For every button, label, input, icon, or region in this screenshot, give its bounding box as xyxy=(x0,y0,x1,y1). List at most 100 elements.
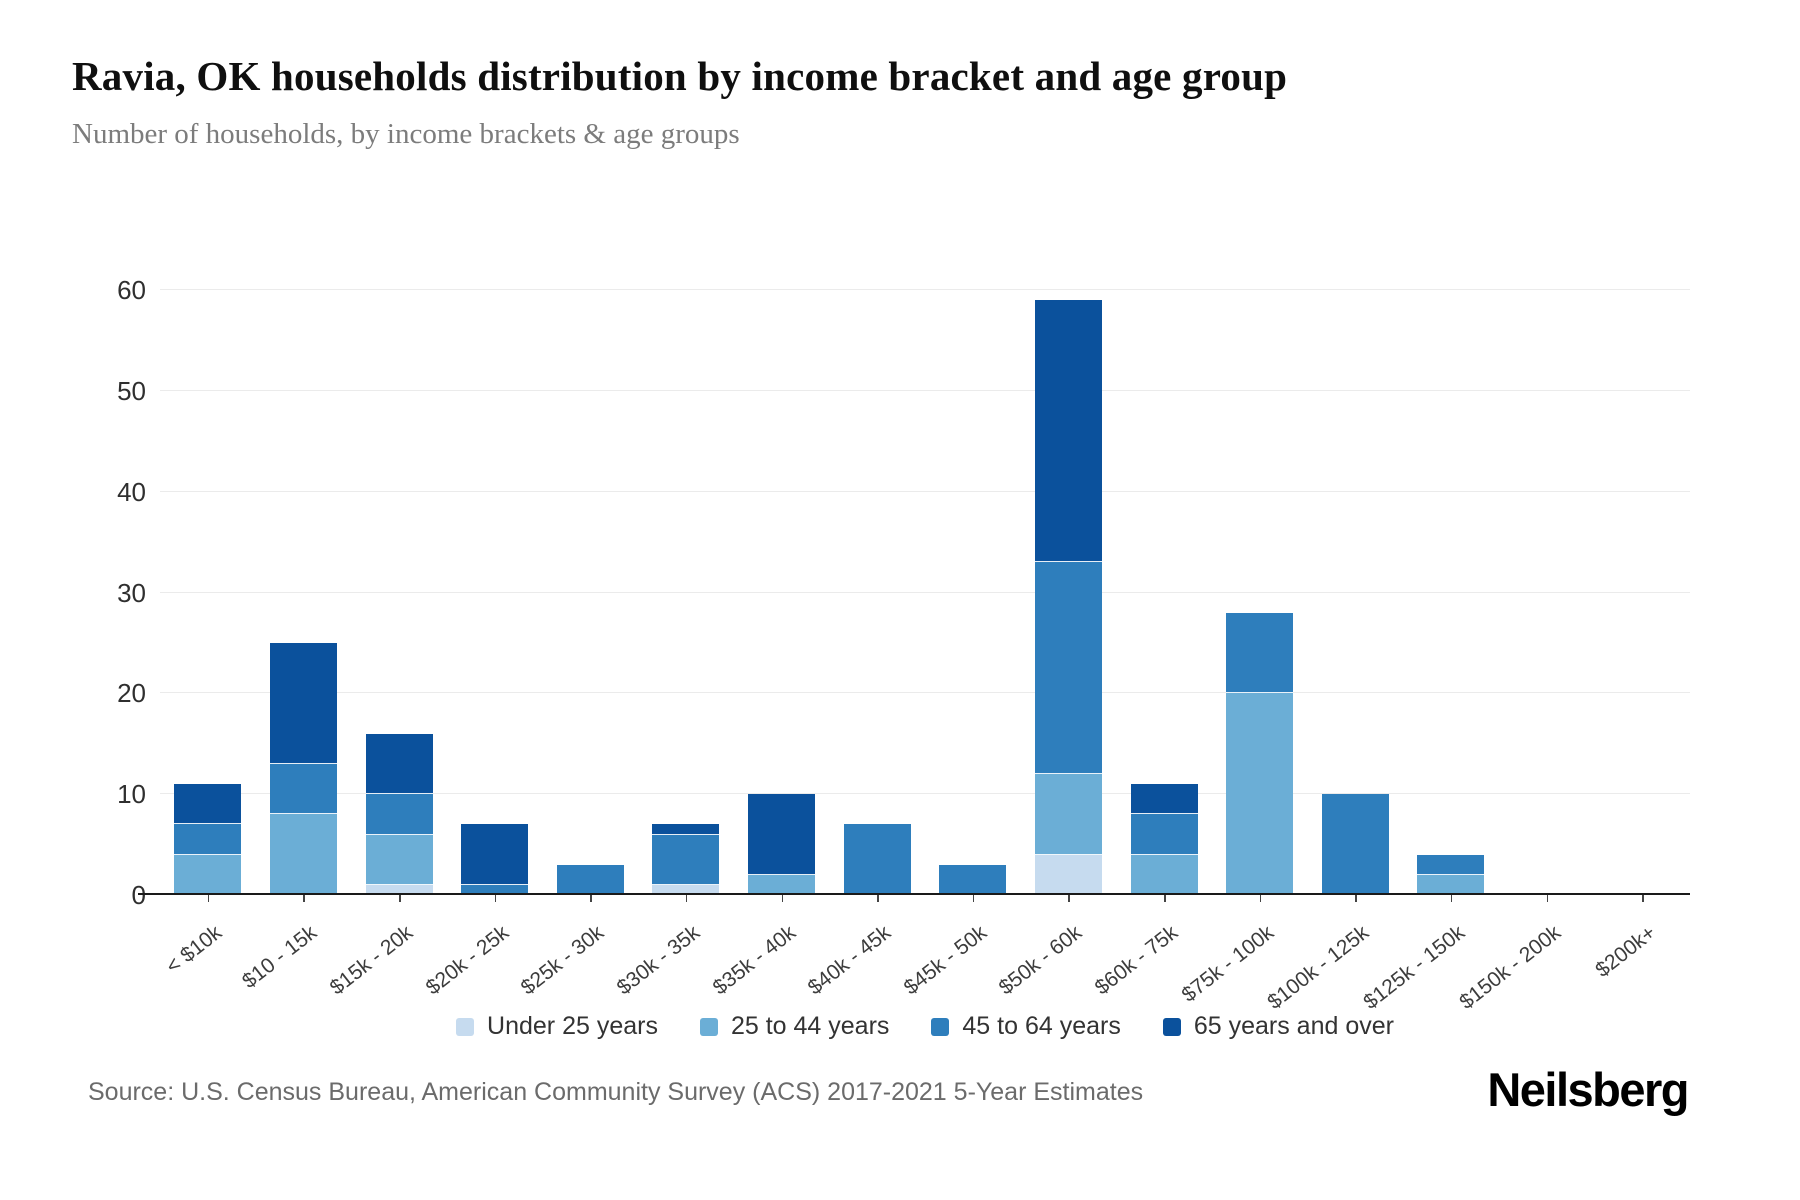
x-tick xyxy=(303,895,305,902)
segment-45 to 64 years[interactable] xyxy=(1034,562,1102,774)
x-tick-label-$100k - 125k: $100k - 125k xyxy=(1263,921,1374,1014)
segment-45 to 64 years[interactable] xyxy=(461,884,529,895)
segment-45 to 64 years[interactable] xyxy=(269,763,337,815)
legend-swatch xyxy=(931,1017,950,1036)
x-tick-label-$35k - 40k: $35k - 40k xyxy=(708,921,800,1000)
legend-swatch xyxy=(699,1017,718,1036)
bar-$45k - 50k[interactable] xyxy=(925,290,1021,895)
gridline-20 xyxy=(160,692,1690,694)
bar-$40k - 45k[interactable] xyxy=(829,290,925,895)
x-tick-label-$45k - 50k: $45k - 50k xyxy=(899,921,991,1000)
segment-25 to 44 years[interactable] xyxy=(748,874,816,895)
bar-$200k+[interactable] xyxy=(1594,290,1690,895)
legend-label: 45 to 64 years xyxy=(962,1012,1121,1040)
segment-Under 25 years[interactable] xyxy=(1034,854,1102,895)
x-tick-label-$200k+: $200k+ xyxy=(1591,921,1661,982)
segment-45 to 64 years[interactable] xyxy=(843,824,911,895)
x-axis-labels: < $10k $10 - 15k $15k - 20k $20k - 25k $25k … xyxy=(160,907,1690,1027)
bar-$50k - 60k[interactable] xyxy=(1021,290,1117,895)
bar-$35k - 40k[interactable] xyxy=(734,290,830,895)
x-axis-ticks xyxy=(160,895,1690,903)
segment-25 to 44 years[interactable] xyxy=(269,814,337,895)
x-tick-label-$125k - 150k: $125k - 150k xyxy=(1359,921,1470,1014)
legend-swatch xyxy=(456,1017,475,1036)
segment-45 to 64 years[interactable] xyxy=(556,864,624,895)
legend-label: 25 to 44 years xyxy=(730,1012,890,1040)
segment-65 years and over[interactable] xyxy=(652,824,720,835)
x-tick xyxy=(1355,895,1357,902)
segment-25 to 44 years[interactable] xyxy=(174,854,242,895)
segment-Under 25 years[interactable] xyxy=(652,884,720,895)
gridline-50 xyxy=(160,389,1690,391)
legend-swatch xyxy=(1162,1017,1181,1036)
bar-$30k - 35k[interactable] xyxy=(638,290,734,895)
gridline-60 xyxy=(160,289,1690,290)
segment-65 years and over[interactable] xyxy=(461,824,529,885)
legend-label: Under 25 years xyxy=(487,1012,658,1040)
legend-label: 65 years and over xyxy=(1193,1012,1394,1040)
y-tick-label-20: 20 xyxy=(117,678,146,709)
bar-$100k - 125k[interactable] xyxy=(1308,290,1404,895)
x-tick-label-$60k - 75k: $60k - 75k xyxy=(1090,921,1183,1000)
legend-item-25 to 44 years[interactable]: 25 to 44 years xyxy=(699,1012,890,1041)
segment-45 to 64 years[interactable] xyxy=(174,824,242,855)
x-tick xyxy=(685,895,688,902)
legend-item-45 to 64 years[interactable]: 45 to 64 years xyxy=(931,1012,1121,1041)
x-tick-label-< $10k: < $10k xyxy=(161,921,226,979)
bar-$125k - 150k[interactable] xyxy=(1403,290,1499,895)
segment-65 years and over[interactable] xyxy=(174,784,242,825)
x-tick xyxy=(1642,895,1644,902)
x-tick xyxy=(494,895,497,902)
bar-$150k - 200k[interactable] xyxy=(1499,290,1595,895)
y-tick-label-50: 50 xyxy=(117,375,146,406)
segment-65 years and over[interactable] xyxy=(365,733,433,795)
chart-subtitle: Number of households, by income brackets… xyxy=(72,118,740,150)
segment-65 years and over[interactable] xyxy=(269,642,337,764)
segment-25 to 44 years[interactable] xyxy=(1417,874,1485,895)
chart-title: Ravia, OK households distribution by inc… xyxy=(72,53,1288,99)
y-tick-label-10: 10 xyxy=(117,779,146,810)
legend-item-65 years and over[interactable]: 65 years and over xyxy=(1162,1012,1394,1041)
neilsberg-logo: Neilsberg xyxy=(1487,1063,1689,1116)
legend-item-Under 25 years[interactable]: Under 25 years xyxy=(456,1012,658,1041)
x-tick-label-$10 - 15k: $10 - 15k xyxy=(238,921,322,994)
bar-$10 - 15k[interactable] xyxy=(256,290,352,895)
legend: Under 25 years 25 to 44 years 45 to 64 yea… xyxy=(160,1012,1690,1041)
segment-45 to 64 years[interactable] xyxy=(939,864,1007,895)
segment-25 to 44 years[interactable] xyxy=(365,834,433,885)
bar-$15k - 20k[interactable] xyxy=(351,290,447,895)
y-tick-label-30: 30 xyxy=(117,577,146,608)
bar-$60k - 75k[interactable] xyxy=(1116,290,1212,895)
gridline-30 xyxy=(160,591,1690,593)
segment-65 years and over[interactable] xyxy=(1130,784,1198,815)
x-tick xyxy=(1164,895,1166,902)
segment-25 to 44 years[interactable] xyxy=(1130,854,1198,895)
source-text: Source: U.S. Census Bureau, American Com… xyxy=(88,1078,1144,1106)
bar-< $10k[interactable] xyxy=(160,290,256,895)
segment-25 to 44 years[interactable] xyxy=(1034,774,1102,855)
bar-$75k - 100k[interactable] xyxy=(1212,290,1308,895)
x-tick-label-$40k - 45k: $40k - 45k xyxy=(803,921,896,1000)
x-tick xyxy=(399,895,401,902)
segment-65 years and over[interactable] xyxy=(748,794,816,875)
x-tick-label-$50k - 60k: $50k - 60k xyxy=(995,921,1087,1000)
x-tick xyxy=(1450,895,1453,902)
segment-45 to 64 years[interactable] xyxy=(1130,814,1198,855)
segment-65 years and over[interactable] xyxy=(1034,300,1102,563)
x-tick-label-$30k - 35k: $30k - 35k xyxy=(612,921,705,1000)
x-tick xyxy=(1259,895,1262,902)
segment-25 to 44 years[interactable] xyxy=(1226,693,1294,895)
bar-$20k - 25k[interactable] xyxy=(447,290,543,895)
bar-$25k - 30k[interactable] xyxy=(543,290,639,895)
y-tick-label-60: 60 xyxy=(117,275,146,305)
segment-45 to 64 years[interactable] xyxy=(652,834,720,885)
segment-Under 25 years[interactable] xyxy=(365,884,433,895)
x-tick-label-$25k - 30k: $25k - 30k xyxy=(517,921,609,1000)
segment-45 to 64 years[interactable] xyxy=(365,794,433,835)
segment-45 to 64 years[interactable] xyxy=(1417,854,1485,875)
gridline-40 xyxy=(160,490,1690,492)
y-tick-label-0: 0 xyxy=(131,880,146,910)
x-tick xyxy=(590,895,592,902)
segment-45 to 64 years[interactable] xyxy=(1321,794,1389,895)
segment-45 to 64 years[interactable] xyxy=(1226,612,1294,694)
